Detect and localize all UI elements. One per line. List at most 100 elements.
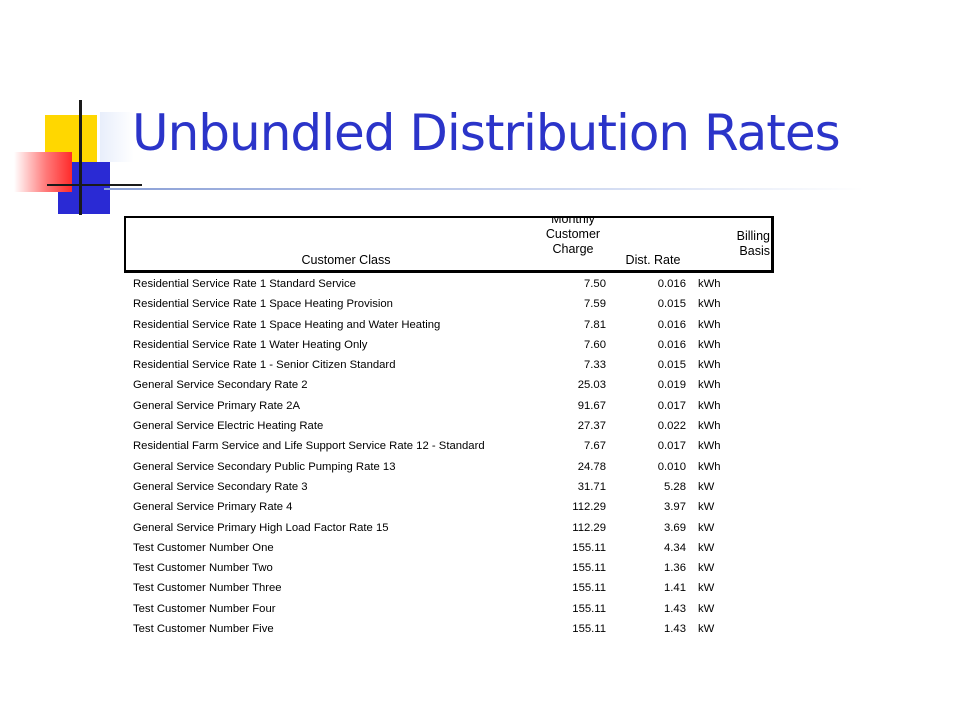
table-row: Residential Service Rate 1 Space Heating… xyxy=(124,315,774,335)
cell-customer-class: Test Customer Number Five xyxy=(133,623,274,636)
table-row: Residential Service Rate 1 Space Heating… xyxy=(124,294,774,314)
cell-billing-basis: kW xyxy=(698,562,715,575)
cell-monthly-charge: 112.29 xyxy=(572,521,606,534)
cell-dist-rate: 0.022 xyxy=(657,420,686,433)
header-dist-rate: Dist. Rate xyxy=(625,253,681,267)
header-billing-basis-line-2: Basis xyxy=(739,244,770,258)
cell-customer-class: Test Customer Number One xyxy=(133,541,274,554)
cell-customer-class: Residential Service Rate 1 Water Heating… xyxy=(133,338,368,351)
cell-billing-basis: kWh xyxy=(698,338,721,351)
cell-monthly-charge: 155.11 xyxy=(572,562,606,575)
cell-customer-class: General Service Electric Heating Rate xyxy=(133,420,324,433)
cell-dist-rate: 0.016 xyxy=(657,338,686,351)
cell-dist-rate: 1.41 xyxy=(664,582,686,595)
table-row: Test Customer Number One 155.11 4.34 kW xyxy=(124,538,774,558)
cell-billing-basis: kWh xyxy=(698,298,721,311)
cell-monthly-charge: 91.67 xyxy=(577,399,606,412)
cell-billing-basis: kWh xyxy=(698,420,721,433)
cell-billing-basis: kWh xyxy=(698,379,721,392)
cell-customer-class: General Service Secondary Rate 3 xyxy=(133,480,308,493)
title-underline xyxy=(104,188,864,190)
table-row: General Service Electric Heating Rate 27.… xyxy=(124,416,774,436)
cell-billing-basis: kW xyxy=(698,623,715,636)
cell-monthly-charge: 27.37 xyxy=(577,420,606,433)
cell-monthly-charge: 24.78 xyxy=(577,460,606,473)
cell-dist-rate: 4.34 xyxy=(664,541,686,554)
cell-dist-rate: 5.28 xyxy=(664,480,686,493)
cell-billing-basis: kW xyxy=(698,501,715,514)
cell-dist-rate: 1.43 xyxy=(664,623,686,636)
cell-dist-rate: 0.017 xyxy=(657,399,686,412)
cell-customer-class: Test Customer Number Three xyxy=(133,582,282,595)
cell-monthly-charge: 155.11 xyxy=(572,582,606,595)
slide-title: Unbundled Distribution Rates xyxy=(132,104,841,162)
cell-dist-rate: 1.36 xyxy=(664,562,686,575)
header-monthly-charge-line-2: Customer xyxy=(545,227,601,241)
cell-monthly-charge: 25.03 xyxy=(577,379,606,392)
cell-billing-basis: kW xyxy=(698,541,715,554)
cell-dist-rate: 3.97 xyxy=(664,501,686,514)
vertical-line-decoration xyxy=(79,100,82,215)
cell-customer-class: General Service Primary Rate 4 xyxy=(133,501,293,514)
cell-monthly-charge: 155.11 xyxy=(572,602,606,615)
header-customer-class: Customer Class xyxy=(301,253,391,267)
cell-monthly-charge: 7.67 xyxy=(584,440,606,453)
cell-monthly-charge: 155.11 xyxy=(572,541,606,554)
cell-monthly-charge: 112.29 xyxy=(572,501,606,514)
cell-monthly-charge: 7.33 xyxy=(584,359,606,372)
cell-billing-basis: kWh xyxy=(698,318,721,331)
header-billing-basis: Billing Basis xyxy=(698,229,770,259)
cell-customer-class: General Service Secondary Rate 2 xyxy=(133,379,308,392)
table-row: Test Customer Number Four 155.11 1.43 kW xyxy=(124,599,774,619)
table-row: Test Customer Number Two 155.11 1.36 kW xyxy=(124,558,774,578)
cell-customer-class: Residential Service Rate 1 - Senior Citi… xyxy=(133,359,396,372)
header-monthly-charge-line-1: Monthly xyxy=(551,216,595,226)
table-row: Residential Farm Service and Life Suppor… xyxy=(124,436,774,456)
cell-billing-basis: kW xyxy=(698,602,715,615)
table-row: Residential Service Rate 1 Standard Serv… xyxy=(124,274,774,294)
cell-monthly-charge: 7.60 xyxy=(584,338,606,351)
table-row: Test Customer Number Five 155.11 1.43 kW xyxy=(124,619,774,639)
cell-customer-class: Test Customer Number Two xyxy=(133,562,273,575)
table-header: Customer Class Monthly Customer Charge D… xyxy=(124,216,774,273)
cell-billing-basis: kWh xyxy=(698,359,721,372)
cell-customer-class: Residential Service Rate 1 Space Heating… xyxy=(133,318,441,331)
cell-customer-class: Test Customer Number Four xyxy=(133,602,276,615)
cell-customer-class: Residential Service Rate 1 Space Heating… xyxy=(133,298,393,311)
cell-monthly-charge: 7.59 xyxy=(584,298,606,311)
cell-dist-rate: 0.015 xyxy=(657,298,686,311)
cell-billing-basis: kWh xyxy=(698,460,721,473)
cell-dist-rate: 0.016 xyxy=(657,318,686,331)
table-row: General Service Primary Rate 2A 91.67 0.01… xyxy=(124,396,774,416)
cell-monthly-charge: 31.71 xyxy=(577,480,606,493)
header-billing-basis-line-1: Billing xyxy=(736,229,770,243)
cell-dist-rate: 3.69 xyxy=(664,521,686,534)
cell-dist-rate: 0.017 xyxy=(657,440,686,453)
cell-customer-class: General Service Primary High Load Factor… xyxy=(133,521,389,534)
cell-billing-basis: kWh xyxy=(698,399,721,412)
cell-dist-rate: 0.019 xyxy=(657,379,686,392)
cell-monthly-charge: 155.11 xyxy=(572,623,606,636)
table-row: General Service Secondary Rate 3 31.71 5.2… xyxy=(124,477,774,497)
table-row: General Service Primary Rate 4 112.29 3.97… xyxy=(124,497,774,517)
cell-customer-class: Residential Farm Service and Life Suppor… xyxy=(133,440,485,453)
cell-customer-class: General Service Secondary Public Pumping… xyxy=(133,460,396,473)
corner-ornament xyxy=(0,0,142,230)
table-row: Test Customer Number Three 155.11 1.41 kW xyxy=(124,578,774,598)
rates-table: Customer Class Monthly Customer Charge D… xyxy=(124,216,774,639)
cell-dist-rate: 0.015 xyxy=(657,359,686,372)
cell-dist-rate: 0.016 xyxy=(657,278,686,290)
cell-billing-basis: kW xyxy=(698,582,715,595)
cell-billing-basis: kW xyxy=(698,480,715,493)
table-row: General Service Secondary Public Pumping… xyxy=(124,457,774,477)
table-row: Residential Service Rate 1 - Senior Citi… xyxy=(124,355,774,375)
cell-monthly-charge: 7.50 xyxy=(584,278,606,290)
header-monthly-charge: Monthly Customer Charge xyxy=(536,216,610,257)
cell-billing-basis: kW xyxy=(698,521,715,534)
cell-billing-basis: kWh xyxy=(698,278,721,290)
table-row: General Service Secondary Rate 2 25.03 0.0… xyxy=(124,375,774,395)
cell-customer-class: General Service Primary Rate 2A xyxy=(133,399,301,412)
light-square-decoration xyxy=(100,112,134,162)
horizontal-line-decoration xyxy=(47,184,142,186)
red-gradient-decoration xyxy=(14,152,72,192)
